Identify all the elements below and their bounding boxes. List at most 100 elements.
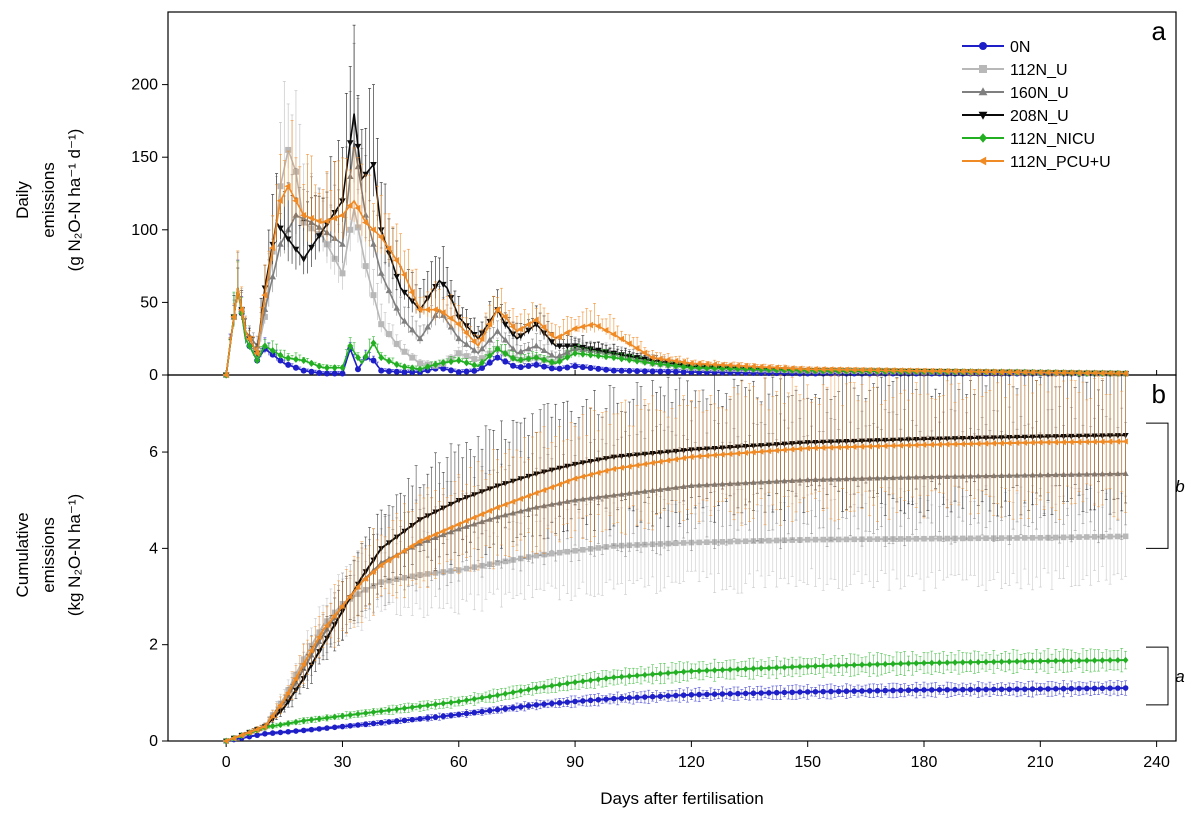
data-point: [347, 227, 353, 233]
series-a-208n-u: [223, 25, 1129, 378]
data-point: [393, 257, 399, 264]
data-point: [642, 368, 648, 374]
data-point: [572, 363, 578, 369]
data-point: [642, 694, 648, 700]
data-point: [293, 356, 299, 363]
data-point: [727, 691, 733, 697]
data-point: [828, 689, 834, 695]
data-point: [309, 727, 315, 733]
data-point: [673, 693, 679, 699]
data-point: [1123, 685, 1129, 691]
data-point: [557, 700, 563, 706]
data-point: [394, 369, 400, 375]
data-point: [634, 695, 640, 701]
data-point: [944, 687, 950, 693]
data-point: [611, 368, 617, 374]
data-point: [394, 361, 400, 368]
data-point: [797, 689, 803, 695]
data-point: [386, 357, 392, 364]
data-point: [665, 369, 671, 375]
data-point: [580, 698, 586, 704]
data-point: [541, 364, 547, 370]
data-point: [921, 687, 927, 693]
data-point: [929, 687, 935, 693]
panel-a-series: [223, 25, 1129, 378]
data-point: [968, 687, 974, 693]
data-point: [316, 370, 322, 376]
data-point: [983, 687, 989, 693]
data-point: [510, 705, 516, 711]
data-point: [1100, 685, 1106, 691]
data-point: [774, 690, 780, 696]
data-point: [386, 331, 392, 337]
data-point: [890, 688, 896, 694]
group-bracket: [1146, 423, 1168, 548]
data-point: [409, 717, 415, 723]
data-point: [1084, 686, 1090, 692]
data-point: [324, 725, 330, 731]
data-point: [464, 711, 470, 717]
data-point: [1053, 686, 1059, 692]
data-point: [619, 368, 625, 374]
data-point: [596, 697, 602, 703]
data-point: [657, 369, 663, 375]
data-point: [378, 270, 385, 276]
data-point: [502, 706, 508, 712]
data-point: [952, 687, 958, 693]
data-point: [332, 725, 338, 731]
data-point: [301, 728, 307, 734]
data-point: [851, 688, 857, 694]
data-point: [580, 364, 586, 370]
data-point: [611, 696, 617, 702]
data-point: [549, 365, 555, 371]
data-point: [1092, 686, 1098, 692]
data-point: [588, 365, 594, 371]
group-bracket: [1146, 647, 1168, 705]
data-point: [471, 356, 477, 362]
data-point: [975, 687, 981, 693]
data-point: [393, 305, 400, 311]
data-point: [913, 687, 919, 693]
data-point: [285, 362, 291, 368]
data-point: [355, 366, 361, 372]
data-point: [766, 690, 772, 696]
data-point: [634, 368, 640, 374]
data-point: [1045, 686, 1051, 692]
data-point: [339, 270, 345, 276]
data-point: [658, 694, 664, 700]
data-point: [370, 292, 376, 298]
data-point: [370, 241, 377, 247]
data-point: [1069, 686, 1075, 692]
series-line: [226, 186, 1125, 375]
data-point: [270, 730, 276, 736]
data-point: [1014, 686, 1020, 692]
data-point: [471, 368, 477, 374]
data-point: [937, 687, 943, 693]
data-point: [510, 363, 516, 369]
data-point: [285, 355, 291, 362]
data-point: [293, 365, 299, 371]
data-point: [704, 692, 710, 698]
data-point: [402, 718, 408, 724]
data-point: [603, 367, 609, 373]
data-point: [495, 707, 501, 713]
data-point: [440, 713, 446, 719]
data-point: [805, 689, 811, 695]
data-point: [332, 371, 338, 377]
data-point: [627, 695, 633, 701]
data-point: [836, 689, 842, 695]
data-point: [262, 731, 268, 737]
data-point: [347, 140, 354, 146]
data-point: [300, 256, 307, 262]
data-point: [417, 716, 423, 722]
data-point: [1107, 685, 1113, 691]
data-point: [464, 369, 470, 375]
data-point: [316, 726, 322, 732]
data-point: [991, 687, 997, 693]
data-point: [557, 366, 563, 372]
data-point: [285, 729, 291, 735]
panel-b-series: [223, 375, 1129, 744]
data-point: [378, 321, 384, 327]
data-point: [316, 218, 322, 225]
